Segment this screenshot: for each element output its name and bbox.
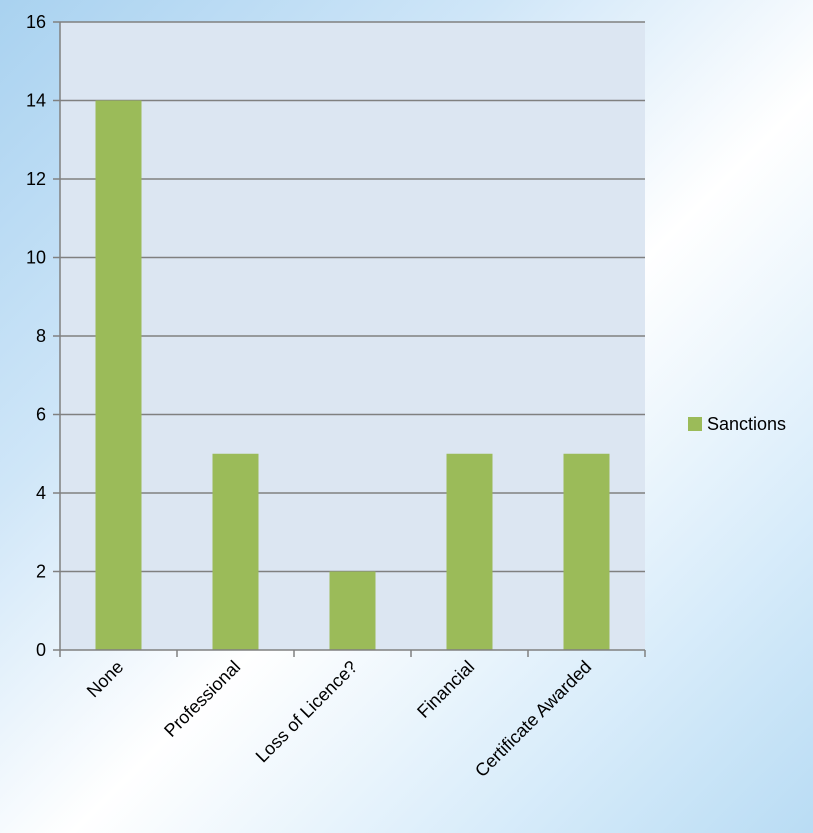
legend-label-sanctions: Sanctions: [707, 414, 786, 434]
gridlines: [60, 21, 645, 573]
y-tick-label: 10: [26, 248, 46, 268]
y-axis-ticks: 0 2 4 6 8 10 12 14 16: [26, 12, 60, 660]
x-tick-label: Professional: [160, 657, 244, 741]
legend: Sanctions: [688, 414, 786, 434]
y-tick-label: 6: [36, 405, 46, 425]
y-tick-label: 4: [36, 483, 46, 503]
x-tick-label: Financial: [413, 657, 478, 722]
bar-professional: [212, 453, 259, 650]
y-tick-label: 16: [26, 12, 46, 32]
bars: [95, 100, 610, 650]
x-axis-ticks: None Professional Loss of Licence? Financia…: [59, 650, 646, 781]
bar-none: [95, 100, 142, 650]
y-tick-label: 8: [36, 326, 46, 346]
bar-loss-of-licence: [329, 571, 376, 650]
y-tick-label: 0: [36, 640, 46, 660]
y-tick-label: 14: [26, 91, 46, 111]
legend-swatch-sanctions: [688, 417, 702, 431]
y-tick-label: 2: [36, 562, 46, 582]
y-tick-label: 12: [26, 169, 46, 189]
bar-financial: [446, 453, 493, 650]
x-tick-label: None: [83, 657, 128, 702]
x-tick-label: Certificate Awarded: [471, 657, 595, 781]
x-tick-label: Loss of Licence?: [252, 657, 362, 767]
bar-certificate-awarded: [563, 453, 610, 650]
